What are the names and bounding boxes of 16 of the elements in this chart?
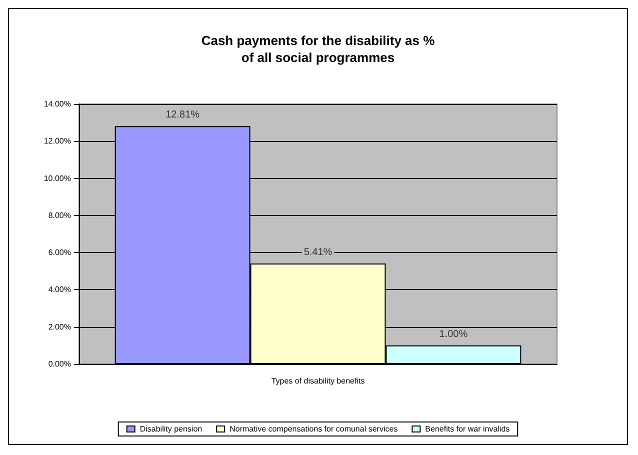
y-tick-label: 6.00% bbox=[48, 248, 71, 258]
legend-label: Normative compensations for comunal services bbox=[230, 424, 398, 434]
y-tick-label: 14.00% bbox=[44, 100, 71, 108]
y-tick-label: 12.00% bbox=[44, 136, 71, 146]
y-tick-label: 2.00% bbox=[48, 322, 71, 332]
x-axis-title: Types of disability benefits bbox=[271, 376, 365, 386]
chart-title: Cash payments for the disability as % of all social programmes bbox=[201, 33, 436, 65]
y-tick-label: 8.00% bbox=[48, 210, 71, 220]
legend-label: Benefits for war invalids bbox=[425, 424, 510, 434]
y-tick-label: 0.00% bbox=[48, 360, 71, 368]
data-label: 12.81% bbox=[166, 110, 200, 121]
legend-label: Disability pension bbox=[140, 424, 202, 434]
data-label: 5.41% bbox=[304, 247, 332, 258]
y-tick-label: 4.00% bbox=[48, 285, 71, 294]
y-tick-label: 10.00% bbox=[44, 174, 71, 183]
data-label: 1.00% bbox=[439, 328, 468, 340]
